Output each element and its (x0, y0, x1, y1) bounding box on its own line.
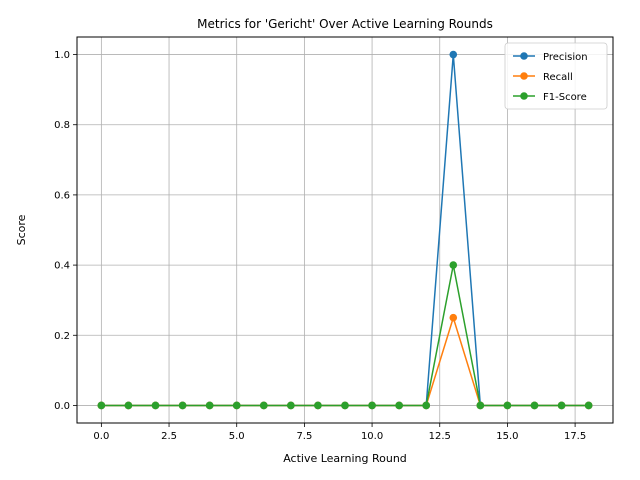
legend-swatch-marker (520, 52, 528, 60)
f1-score-point (530, 401, 539, 410)
y-axis: 0.0 0.2 0.4 0.6 0.8 1.0 (54, 50, 77, 412)
chart-title: Metrics for 'Gericht' Over Active Learni… (197, 17, 493, 31)
plot-frame (76, 36, 614, 424)
f1-score-point (395, 401, 403, 410)
f1-score-point (422, 401, 431, 410)
f1-score-point (476, 401, 485, 410)
series-layer (97, 50, 593, 410)
f1-score-point (584, 401, 593, 410)
x-tick-label: 0.0 (93, 431, 109, 442)
x-tick-label: 5.0 (229, 431, 245, 442)
legend-swatch-marker (520, 92, 528, 100)
legend-item-precision: Precision (513, 52, 588, 63)
x-tick-label: 12.5 (429, 431, 451, 442)
y-tick-label: 0.8 (54, 120, 70, 131)
y-tick-label: 0.4 (54, 261, 70, 272)
y-tick-label: 0.6 (54, 190, 70, 201)
legend-item-f1-score: F1-Score (513, 92, 587, 103)
f1-score-point (178, 401, 187, 410)
series-recall (97, 313, 593, 410)
f1-score-point (124, 401, 133, 410)
f1-score-point (151, 401, 160, 410)
f1-score-point (232, 401, 241, 410)
legend-label: F1-Score (543, 92, 587, 103)
legend-swatch-marker (520, 72, 528, 80)
f1-score-point (314, 401, 322, 410)
legend-item-recall: Recall (513, 72, 573, 83)
f1-score-point (503, 401, 512, 410)
f1-score-point (287, 401, 295, 410)
f1-score-point (259, 401, 268, 410)
x-tick-label: 10.0 (361, 431, 383, 442)
recall-line (101, 316, 589, 407)
legend-box (504, 42, 608, 110)
precision-point (449, 50, 458, 59)
x-axis: 0.0 2.5 5.0 7.5 10.0 12.5 15.0 17.5 (93, 423, 586, 442)
series-f1-score (97, 261, 593, 410)
legend-label: Recall (543, 72, 573, 83)
recall-point (449, 313, 458, 322)
y-tick-label: 1.0 (54, 50, 70, 61)
x-axis-label: Active Learning Round (283, 452, 407, 465)
x-tick-label: 2.5 (161, 431, 177, 442)
legend-label: Precision (543, 52, 588, 63)
x-tick-label: 17.5 (564, 431, 586, 442)
legend: Precision Recall F1-Score (504, 42, 608, 110)
f1-score-point (97, 401, 106, 410)
f1-score-point (557, 401, 566, 410)
x-tick-label: 15.0 (496, 431, 518, 442)
y-tick-label: 0.0 (54, 401, 70, 412)
f1-score-point (449, 261, 458, 269)
f1-score-point (341, 401, 349, 410)
x-tick-label: 7.5 (296, 431, 312, 442)
f1-score-point (368, 401, 376, 410)
y-axis-label: Score (15, 214, 28, 245)
y-tick-label: 0.2 (54, 331, 70, 342)
f1-score-point (205, 401, 214, 410)
